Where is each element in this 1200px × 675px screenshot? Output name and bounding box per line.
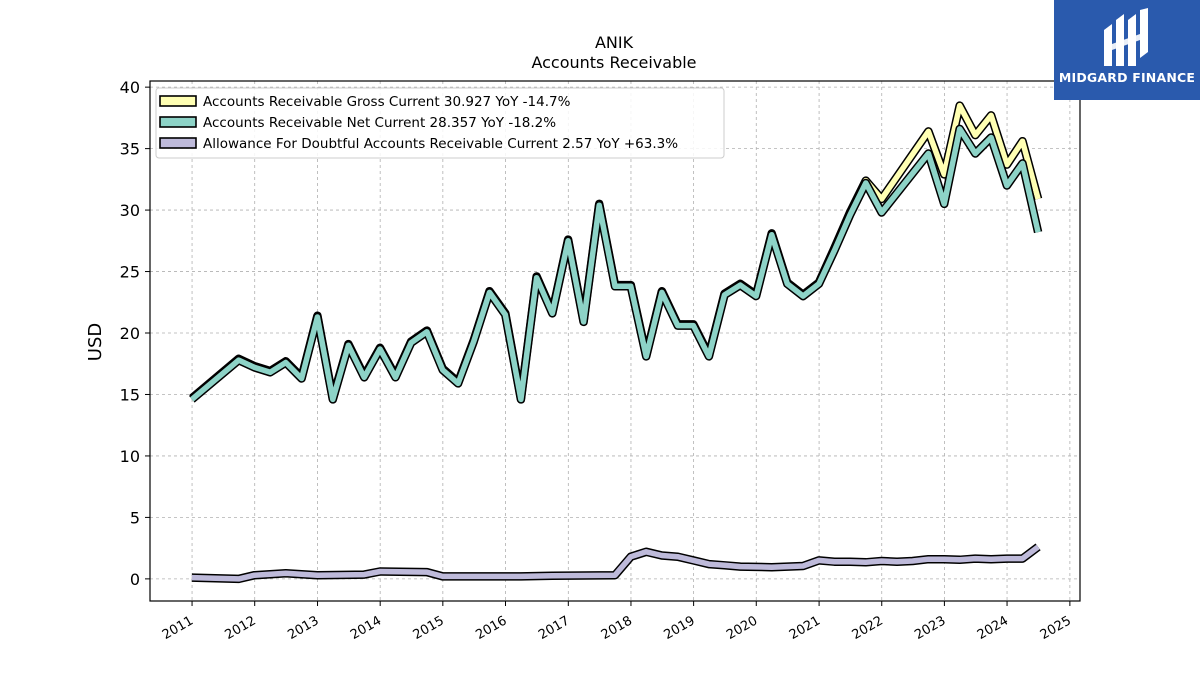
series-2: [189, 124, 1043, 404]
series-outline: [189, 124, 1043, 404]
grid: [150, 81, 1080, 601]
y-tick-label: 25: [120, 263, 140, 282]
x-tick-label: 2015: [411, 613, 447, 643]
x-tick-label: 2012: [223, 613, 259, 643]
y-axis-label: USD: [85, 323, 106, 361]
y-tick-label: 5: [130, 508, 140, 527]
series-line: [191, 544, 1040, 582]
y-tick-label: 15: [120, 385, 140, 404]
chart-subtitle: Accounts Receivable: [531, 53, 696, 72]
legend-swatch: [159, 116, 197, 128]
legend-label: Allowance For Doubtful Accounts Receivab…: [203, 136, 678, 152]
x-tick-label: 2020: [724, 613, 760, 643]
legend-swatch: [159, 137, 197, 149]
y-tick-label: 30: [120, 201, 140, 220]
x-tick-label: 2011: [160, 613, 196, 643]
x-tick-label: 2013: [285, 613, 321, 643]
y-tick-label: 40: [120, 78, 140, 97]
y-tick-label: 0: [130, 570, 140, 589]
brand-logo: MIDGARD FINANCE: [1054, 0, 1200, 100]
plot-frame: [149, 80, 1081, 602]
legend-swatch: [159, 95, 197, 107]
y-tick-label: 20: [120, 324, 140, 343]
x-tick-label: 2024: [975, 613, 1011, 643]
y-tick-label: 10: [120, 447, 140, 466]
x-tick-label: 2016: [473, 613, 509, 643]
legend-label: Accounts Receivable Net Current 28.357 Y…: [203, 115, 556, 131]
x-tick-label: 2014: [348, 613, 384, 643]
x-tick-label: 2019: [661, 613, 697, 643]
x-tick-label: 2022: [850, 613, 886, 643]
x-tick-label: 2021: [787, 613, 823, 643]
x-tick-label: 2023: [912, 613, 948, 643]
series-layer: [189, 101, 1043, 584]
chart-title: ANIK: [595, 33, 634, 52]
series-3: [191, 543, 1041, 584]
x-tick-label: 2025: [1038, 613, 1074, 643]
legend-label: Accounts Receivable Gross Current 30.927…: [203, 94, 571, 110]
brand-name: MIDGARD FINANCE: [1058, 70, 1196, 85]
legend: Accounts Receivable Gross Current 30.927…: [155, 87, 725, 159]
y-tick-label: 35: [120, 140, 140, 159]
x-tick-label: 2018: [599, 613, 635, 643]
legend-box: [155, 87, 725, 159]
x-tick-label: 2017: [536, 613, 572, 643]
brand-mark-icon: [1104, 8, 1148, 66]
